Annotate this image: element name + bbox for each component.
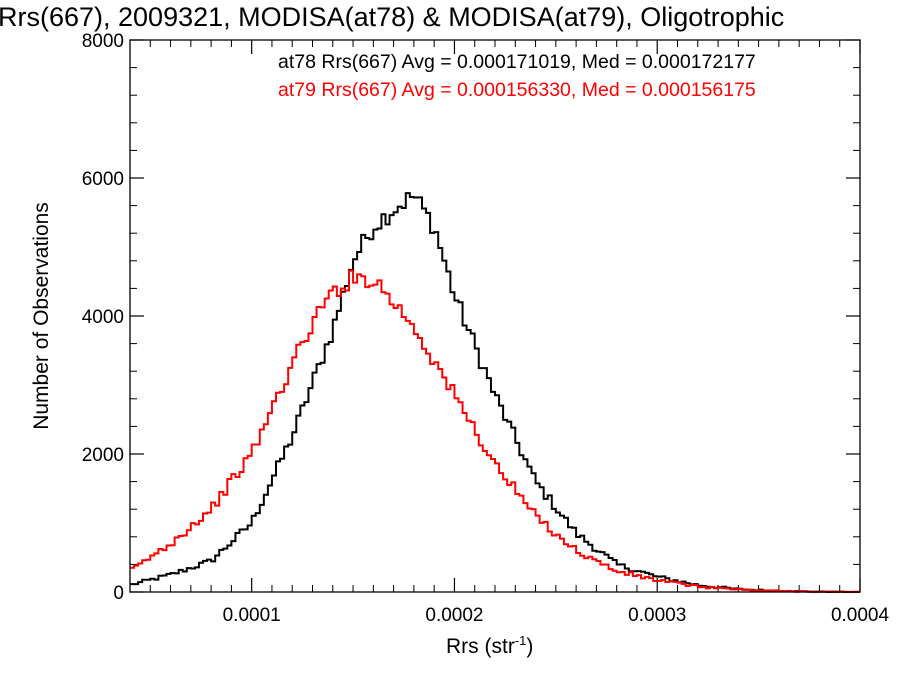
y-tick-label: 4000 xyxy=(82,307,124,328)
annotation-at78: at78 Rrs(667) Avg = 0.000171019, Med = 0… xyxy=(278,51,756,73)
y-tick-labels: 0 2000 4000 6000 8000 xyxy=(82,31,124,604)
y-axis-label: Number of Observations xyxy=(30,202,53,430)
x-axis-label-close: ) xyxy=(526,635,533,658)
x-tick-label: 0.0001 xyxy=(223,605,281,626)
series-line-1 xyxy=(130,269,860,593)
x-tick-label: 0.0002 xyxy=(425,605,483,626)
x-axis-label-sup: -1 xyxy=(515,633,527,648)
chart-title: Rrs(667), 2009321, MODISA(at78) & MODISA… xyxy=(0,2,784,32)
x-tick-label: 0.0004 xyxy=(831,605,890,626)
y-tick-label: 8000 xyxy=(82,31,124,52)
x-tick-label: 0.0003 xyxy=(628,605,686,626)
plot-frame xyxy=(129,39,861,593)
series-layer xyxy=(130,192,860,593)
x-axis-label: Rrs (str-1) xyxy=(446,633,533,658)
y-tick-label: 2000 xyxy=(82,445,124,466)
x-axis-label-base: Rrs (str xyxy=(446,635,515,658)
y-tick-label: 0 xyxy=(113,583,124,604)
annotation-at79: at79 Rrs(667) Avg = 0.000156330, Med = 0… xyxy=(278,79,756,101)
y-tick-label: 6000 xyxy=(82,169,124,190)
x-tick-labels: 0.0001 0.0002 0.0003 0.0004 xyxy=(223,605,890,626)
